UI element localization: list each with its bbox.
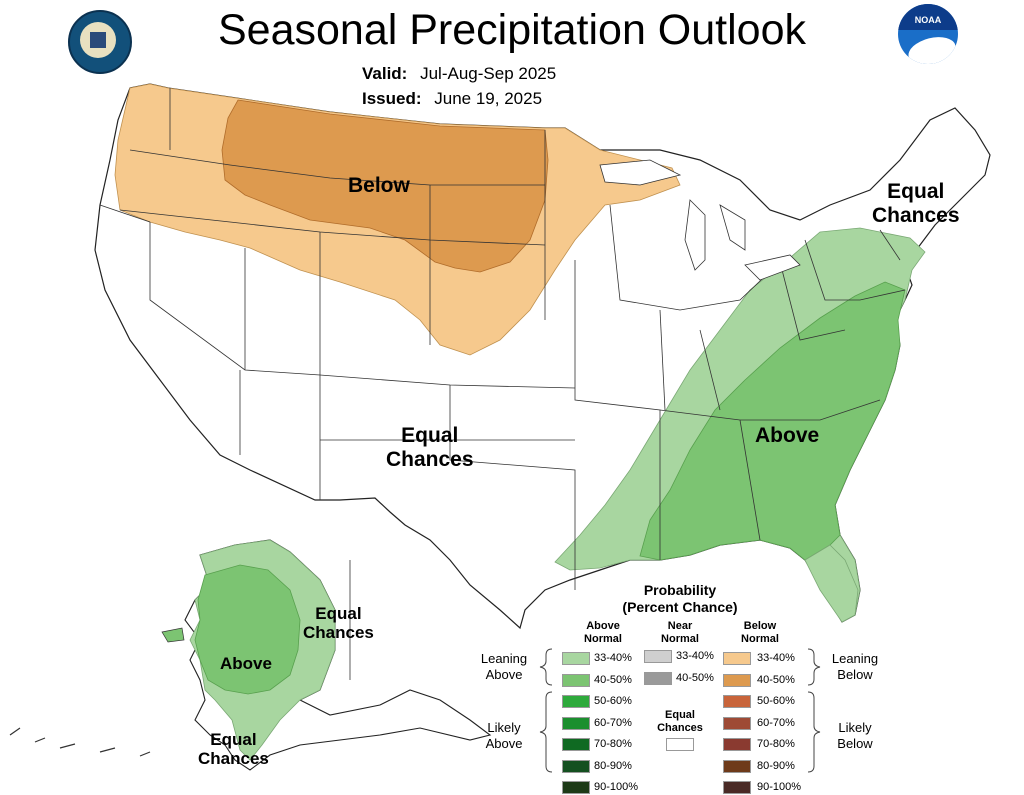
legend-below-swatch: [723, 716, 751, 730]
label-alaska-above: Above: [220, 654, 272, 673]
label-above-east: Above: [755, 424, 820, 447]
valid-line: Valid: Jul-Aug-Sep 2025: [362, 64, 556, 84]
page-title: Seasonal Precipitation Outlook: [217, 6, 807, 54]
alaska-island: [161, 627, 185, 643]
legend-likely-below: Likely Below: [837, 720, 873, 751]
legend-above-range-label: 40-50%: [594, 673, 632, 686]
legend-below-swatch: [723, 781, 751, 794]
legend-above-range-label: 50-60%: [594, 695, 632, 707]
legend-below-swatch: [723, 652, 751, 665]
legend-below-swatch: [723, 673, 751, 687]
legend-above-swatch: [562, 759, 590, 773]
below-40-50-region: [221, 99, 549, 273]
doc-seal-logo: [68, 10, 132, 74]
legend-below-range-label: 70-80%: [757, 738, 795, 750]
legend-below-range-label: 60-70%: [757, 716, 795, 729]
state-lines: [99, 88, 906, 590]
florida-tip-region: [804, 544, 859, 623]
legend-title: Probability (Percent Chance): [622, 582, 738, 615]
legend-leaning-below: Leaning Below: [831, 651, 879, 682]
label-below: Below: [348, 174, 410, 197]
great-lakes: [599, 159, 801, 281]
legend-near-swatch: [644, 650, 672, 663]
valid-value: Jul-Aug-Sep 2025: [420, 64, 557, 83]
legend-above-range-label: 70-80%: [594, 738, 632, 750]
issued-value: June 19, 2025: [434, 89, 543, 108]
legend-below-swatch: [723, 738, 751, 751]
issued-label: Issued:: [362, 89, 422, 108]
alaska-above-40-50: [194, 564, 301, 695]
legend-likely-above: Likely Above: [485, 720, 523, 751]
legend-below-swatch: [723, 759, 751, 773]
legend-equal-swatch: [666, 738, 694, 751]
label-equal-southwest: Equal Chances: [386, 424, 474, 471]
legend-above-range-label: 90-100%: [594, 781, 639, 793]
legend-col-near: Near Normal: [661, 620, 699, 645]
legend-below-range-label: 40-50%: [757, 673, 795, 686]
legend-below-range-label: 90-100%: [757, 781, 802, 793]
legend-col-below: Below Normal: [741, 620, 779, 645]
legend-above-swatch: [562, 738, 590, 751]
legend-above-swatch: [562, 781, 590, 794]
legend-near-range-label: 33-40%: [676, 650, 714, 662]
legend-below-swatch: [723, 695, 751, 708]
legend-above-swatch: [562, 652, 590, 665]
legend-above-swatch: [562, 695, 590, 708]
label-alaska-equal-east: Equal Chances: [303, 604, 374, 643]
legend-above-range-label: 60-70%: [594, 716, 632, 729]
legend-above-range-label: 80-90%: [594, 759, 632, 772]
legend-above-swatch: [562, 673, 590, 687]
legend-equal-chances: Equal Chances: [657, 709, 703, 734]
label-equal-northeast: Equal Chances: [872, 180, 960, 227]
legend-above-swatch: [562, 716, 590, 730]
legend-near-swatch: [644, 671, 672, 685]
legend-below-range-label: 33-40%: [757, 652, 795, 664]
legend-near-range-label: 40-50%: [676, 671, 714, 684]
valid-label: Valid:: [362, 64, 408, 83]
noaa-logo-text: NOAA: [914, 15, 942, 25]
legend-below-range-label: 80-90%: [757, 759, 795, 772]
legend-above-range-label: 33-40%: [594, 652, 632, 664]
aleutian-dots: [9, 727, 151, 757]
label-alaska-equal-south: Equal Chances: [198, 730, 269, 769]
legend-col-above: Above Normal: [584, 620, 622, 645]
issued-line: Issued: June 19, 2025: [362, 89, 542, 109]
legend-leaning-above: Leaning Above: [480, 651, 528, 682]
noaa-logo: NOAA: [898, 4, 958, 64]
legend-below-range-label: 50-60%: [757, 695, 795, 707]
